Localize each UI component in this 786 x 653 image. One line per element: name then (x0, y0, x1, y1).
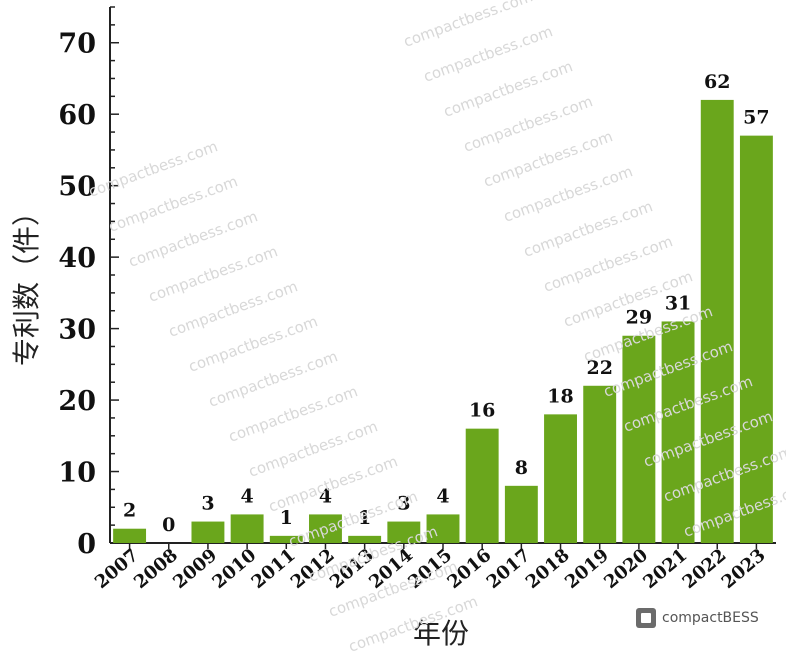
x-tick-label-2008: 2008 (130, 545, 182, 593)
data-labels: 2 0 3 4 1 4 1 3 4 16 8 18 22 29 31 62 57 (123, 71, 770, 536)
y-tick-label: 40 (58, 243, 96, 274)
data-label-2010: 4 (241, 485, 254, 507)
data-label-2020: 29 (626, 307, 652, 329)
y-tick-label: 10 (58, 458, 96, 489)
bar-2023 (739, 135, 773, 543)
bar-2007 (113, 528, 147, 543)
y-tick-label: 60 (58, 100, 96, 131)
data-label-2018: 18 (547, 385, 573, 407)
y-tick-label: 70 (58, 29, 96, 60)
bar-2012 (309, 514, 342, 543)
x-axis-label: 年份 (413, 617, 469, 650)
data-label-2015: 4 (436, 485, 449, 507)
x-tick-label-2020: 2020 (600, 545, 652, 593)
bar-2021 (661, 321, 695, 543)
x-tick-label-2019: 2019 (561, 545, 613, 593)
y-axis-label: 专利数（件） (10, 198, 43, 366)
x-tick-label-2016: 2016 (444, 545, 496, 593)
x-tick-label-2009: 2009 (169, 545, 221, 593)
data-label-2017: 8 (515, 457, 528, 479)
brand-icon (636, 608, 656, 628)
x-tick-label-2021: 2021 (639, 545, 691, 593)
bar-2018 (544, 414, 577, 543)
x-tick-label-2017: 2017 (483, 545, 535, 593)
x-tick-label-2022: 2022 (679, 545, 731, 593)
data-label-2022: 62 (704, 71, 730, 93)
x-tick-label-2012: 2012 (287, 545, 339, 593)
x-tick-label-2014: 2014 (365, 545, 417, 593)
data-label-2007: 2 (123, 500, 136, 522)
bar-2019 (583, 385, 617, 543)
x-tick-label-2023: 2023 (718, 545, 770, 593)
bar-2016 (465, 428, 499, 543)
y-tick-label: 20 (58, 386, 96, 417)
bar-2017 (504, 485, 538, 543)
data-label-2014: 3 (397, 493, 410, 515)
data-label-2013: 1 (358, 507, 371, 529)
data-label-2012: 4 (319, 485, 332, 507)
data-label-2008: 0 (162, 514, 175, 536)
x-tick-label-2010: 2010 (208, 545, 260, 593)
y-tick-label: 30 (58, 315, 96, 346)
data-label-2009: 3 (201, 493, 214, 515)
brand-name: compactBESS (662, 610, 759, 626)
data-label-2023: 57 (743, 107, 769, 129)
bar-2020 (622, 335, 656, 543)
bar-2014 (387, 521, 421, 543)
data-label-2019: 22 (586, 357, 612, 379)
bar-2010 (230, 514, 264, 543)
x-tick-label-2007: 2007 (91, 545, 143, 593)
y-tick-label: 0 (77, 529, 96, 560)
bar-2011 (269, 535, 303, 543)
x-tick-label-2013: 2013 (326, 545, 378, 593)
data-label-2011: 1 (280, 507, 293, 529)
x-tick-label-2018: 2018 (522, 545, 574, 593)
y-tick-label: 50 (58, 172, 96, 203)
bars (113, 99, 773, 543)
bar-2022 (700, 99, 734, 543)
data-label-2021: 31 (665, 292, 691, 314)
x-tick-label-2015: 2015 (404, 545, 456, 593)
data-label-2016: 16 (469, 400, 495, 422)
brand-logo: compactBESS (636, 608, 759, 628)
bar-2009 (191, 521, 225, 543)
bar-2015 (426, 514, 460, 543)
x-tick-label-2011: 2011 (248, 545, 300, 593)
bar-2013 (348, 535, 382, 543)
